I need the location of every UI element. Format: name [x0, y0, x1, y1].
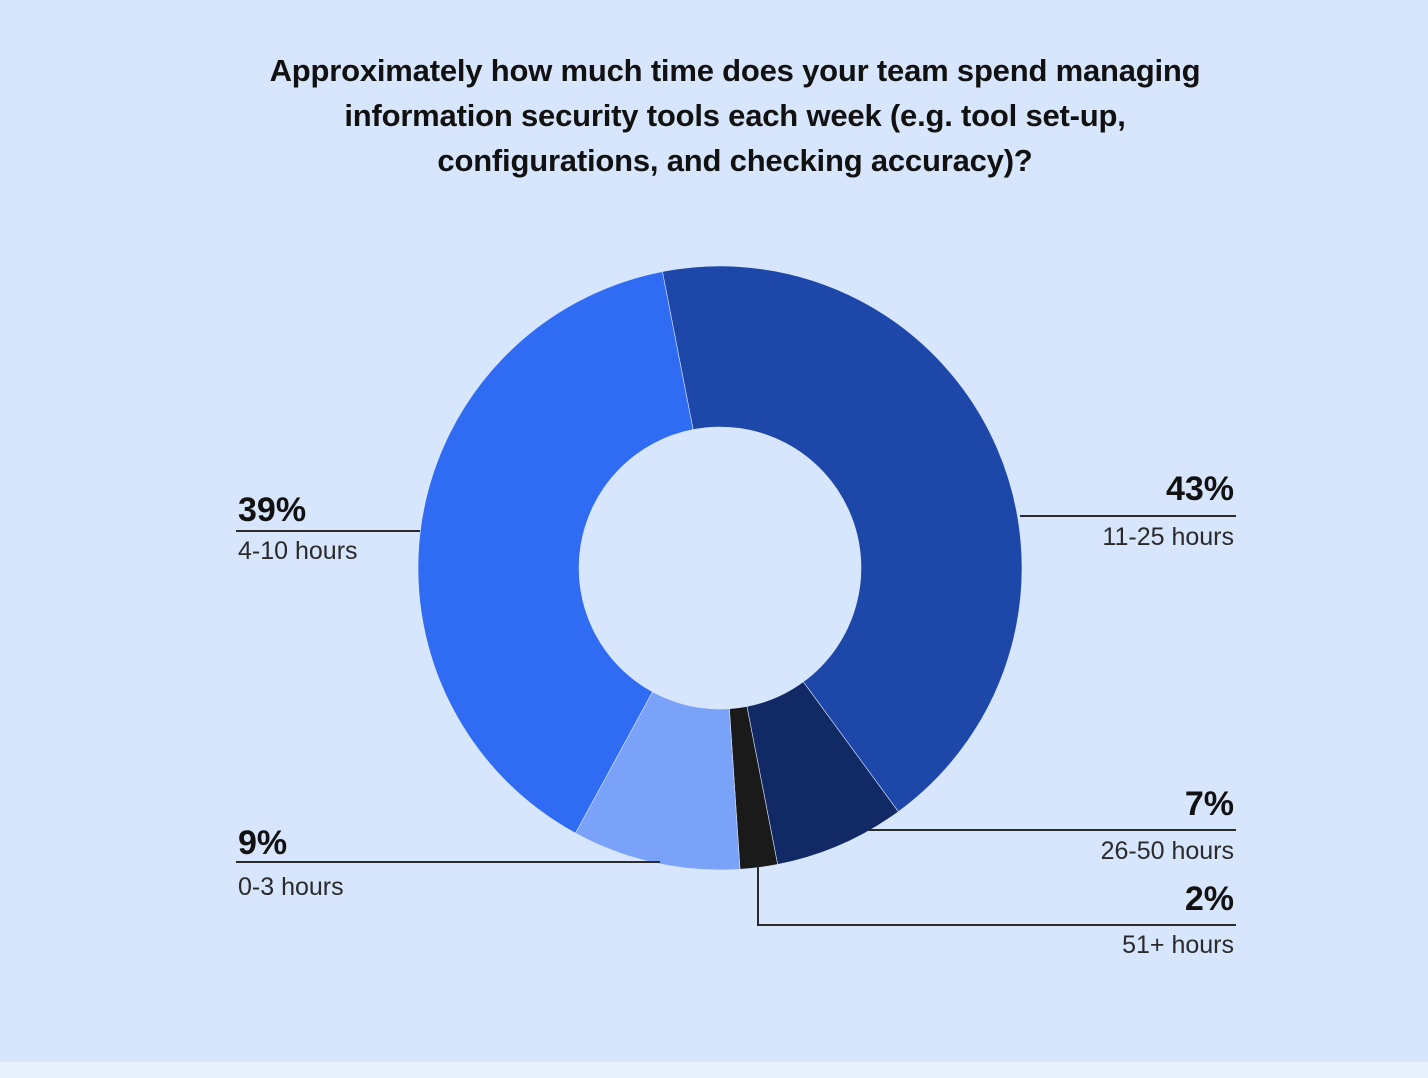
donut-slice-4-10-hours: [417, 271, 694, 834]
leader-line-51-plus: [757, 866, 1236, 926]
slice-category-label-0-3: 0-3 hours: [238, 873, 344, 901]
slice-category-label-11-25: 11-25 hours: [1102, 523, 1234, 551]
donut-slice-11-25-hours: [662, 265, 1023, 813]
slice-value-label-51-plus: 2%: [1185, 880, 1234, 918]
leader-lines: [236, 515, 1236, 926]
slice-value-label-26-50: 7%: [1185, 785, 1234, 823]
slice-category-label-26-50: 26-50 hours: [1101, 837, 1234, 865]
donut-slices: [417, 265, 1023, 871]
slice-value-label-0-3: 9%: [238, 824, 287, 862]
chart-title: Approximately how much time does your te…: [269, 53, 1201, 178]
slice-category-label-51-plus: 51+ hours: [1122, 931, 1234, 959]
slice-value-label-11-25: 43%: [1166, 470, 1234, 508]
bottom-strip: [0, 1062, 1428, 1078]
slice-value-label-4-10: 39%: [238, 491, 306, 529]
slice-category-label-4-10: 4-10 hours: [238, 537, 358, 565]
